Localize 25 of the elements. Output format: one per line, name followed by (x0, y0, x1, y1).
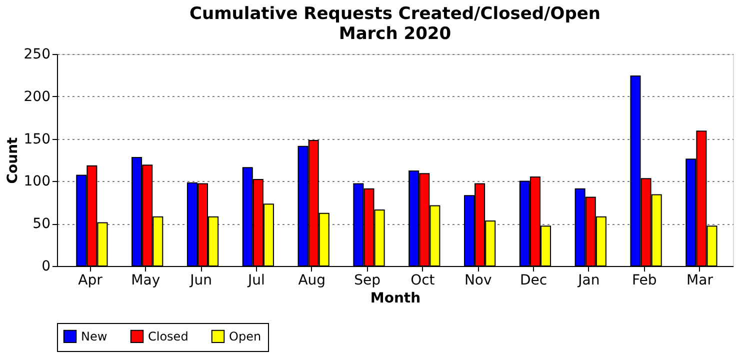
x-tick-label: Jul (247, 272, 265, 288)
y-tick-label: 100 (24, 174, 50, 190)
y-tick-label: 0 (42, 258, 50, 274)
chart-title: Cumulative Requests Created/Closed/Open (189, 4, 601, 24)
y-tick-label: 150 (24, 131, 50, 148)
x-tick-label: Feb (632, 272, 657, 288)
legend-label: New (81, 329, 108, 344)
x-tick-label: Nov (464, 272, 492, 288)
x-tick-label: Apr (78, 272, 103, 288)
y-tick-label: 200 (24, 88, 50, 105)
x-tick-label: Dec (520, 272, 548, 288)
x-tick-label: Aug (298, 272, 326, 288)
y-tick-label: 250 (24, 46, 50, 62)
legend-label: Closed (148, 329, 188, 344)
x-tick-label: Oct (410, 272, 436, 288)
x-axis-title: Month (370, 290, 421, 306)
chart-subtitle: March 2020 (338, 24, 452, 44)
x-tick-label: Jun (189, 272, 212, 288)
x-tick-label: Sep (354, 272, 381, 288)
y-axis-title: Count (4, 136, 21, 184)
x-tick-label: Mar (686, 272, 714, 288)
x-tick-label: May (131, 272, 160, 288)
x-tick-label: Jan (577, 272, 600, 288)
legend-label: Open (229, 329, 262, 344)
y-tick-label: 50 (32, 216, 50, 232)
